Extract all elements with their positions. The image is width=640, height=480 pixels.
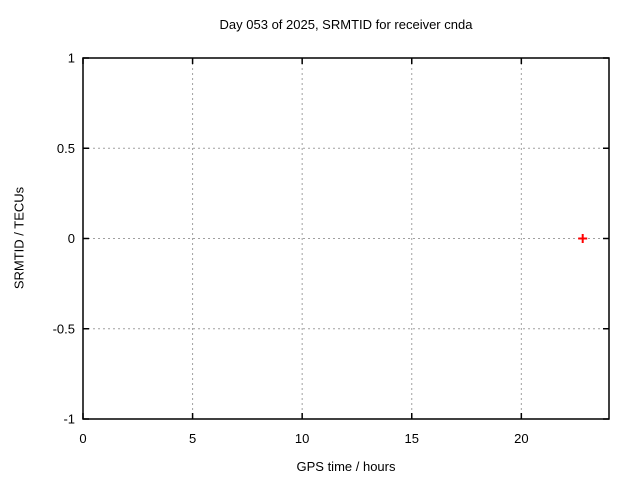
x-tick-label: 10 [295, 431, 309, 446]
x-axis-label: GPS time / hours [296, 459, 396, 474]
y-tick-label: -0.5 [53, 321, 75, 336]
y-tick-label: 0.5 [57, 141, 75, 156]
plot-border [82, 57, 610, 420]
y-tick-label: 0 [68, 231, 75, 246]
y-axis-label: SRMTID / TECUs [11, 186, 27, 290]
y-tick-label: -1 [63, 412, 75, 427]
x-tick-label: 0 [79, 431, 86, 446]
chart-title: Day 053 of 2025, SRMTID for receiver cnd… [219, 17, 473, 32]
x-tick-label: 20 [514, 431, 528, 446]
x-tick-label: 15 [405, 431, 419, 446]
x-tick-label: 5 [189, 431, 196, 446]
y-tick-label: 1 [68, 51, 75, 66]
